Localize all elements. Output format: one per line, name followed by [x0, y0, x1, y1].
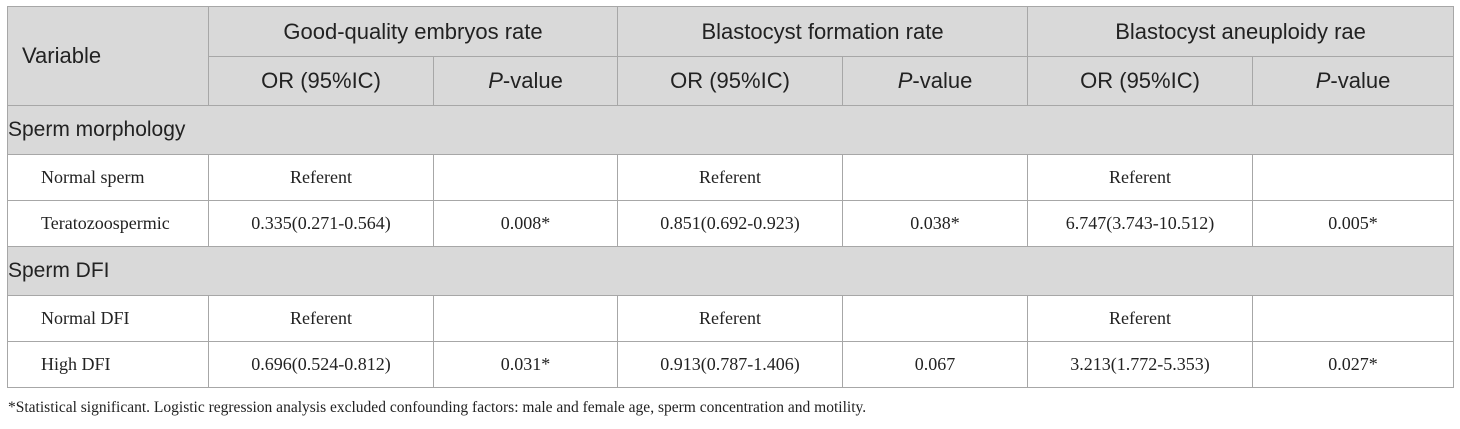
- group-header-good-quality: Good-quality embryos rate: [207, 6, 619, 57]
- p-value-header: P-value: [432, 56, 619, 106]
- table-cell: 6.747(3.743-10.512): [1027, 200, 1254, 247]
- or-header: OR (95%IC): [208, 56, 434, 106]
- table-cell: Referent: [1027, 154, 1254, 201]
- table-cell: [432, 295, 619, 342]
- row-label: Teratozoospermic: [7, 200, 209, 247]
- table-cell: [1252, 295, 1455, 342]
- table-footnote: *Statistical significant. Logistic regre…: [8, 399, 867, 416]
- p-value-header: P-value: [1252, 56, 1455, 106]
- table-cell: Referent: [1027, 295, 1254, 342]
- table-cell: 0.851(0.692-0.923): [617, 200, 844, 247]
- table-row: High DFI 0.696(0.524-0.812) 0.031* 0.913…: [7, 341, 1455, 388]
- table-row: Normal sperm Referent Referent Referent: [7, 154, 1455, 201]
- variable-header: Variable: [7, 6, 209, 106]
- section-title: Sperm morphology: [6, 105, 1455, 155]
- table-cell: 0.067: [842, 341, 1029, 388]
- table-cell: 0.008*: [432, 200, 619, 247]
- results-table: Variable Good-quality embryos rate Blast…: [6, 6, 1455, 388]
- table-cell: 3.213(1.772-5.353): [1027, 341, 1254, 388]
- table-cell: Referent: [617, 154, 844, 201]
- table-cell: [432, 154, 619, 201]
- table-cell: Referent: [208, 154, 434, 201]
- header-row-sub: OR (95%IC) P-value OR (95%IC) P-value OR…: [8, 56, 1455, 106]
- table-cell: 0.005*: [1252, 200, 1455, 247]
- section-row-sperm-morphology: Sperm morphology: [6, 105, 1455, 155]
- section-row-sperm-dfi: Sperm DFI: [6, 246, 1455, 296]
- table-cell: [842, 154, 1029, 201]
- table-cell: Referent: [208, 295, 434, 342]
- group-header-blastocyst-aneuploidy: Blastocyst aneuploidy rae: [1027, 6, 1455, 57]
- table-cell: 0.027*: [1252, 341, 1455, 388]
- table-cell: [1252, 154, 1455, 201]
- table-cell: 0.031*: [432, 341, 619, 388]
- table-cell: 0.913(0.787-1.406): [617, 341, 844, 388]
- table-cell: 0.038*: [842, 200, 1029, 247]
- or-header: OR (95%IC): [1027, 56, 1254, 106]
- p-value-header: P-value: [842, 56, 1029, 106]
- row-label: Normal DFI: [7, 295, 209, 342]
- or-header: OR (95%IC): [617, 56, 844, 106]
- row-label: Normal sperm: [7, 154, 209, 201]
- row-label: High DFI: [7, 341, 209, 388]
- table-cell: 0.696(0.524-0.812): [208, 341, 434, 388]
- group-header-blastocyst-formation: Blastocyst formation rate: [617, 6, 1029, 57]
- header-row-groups: Variable Good-quality embryos rate Blast…: [7, 6, 1455, 106]
- section-title: Sperm DFI: [6, 246, 1455, 296]
- table-cell: [842, 295, 1029, 342]
- table-cell: 0.335(0.271-0.564): [208, 200, 434, 247]
- table-row: Teratozoospermic 0.335(0.271-0.564) 0.00…: [7, 200, 1455, 247]
- table-cell: Referent: [617, 295, 844, 342]
- table-row: Normal DFI Referent Referent Referent: [7, 295, 1455, 342]
